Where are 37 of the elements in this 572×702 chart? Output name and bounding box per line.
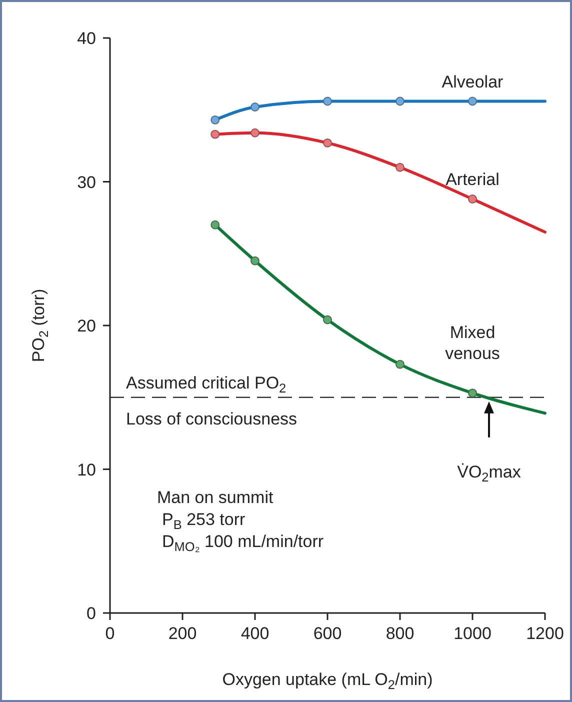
- annotation: D$_{MO₂}$ 100 mL/min/torr: [162, 532, 324, 554]
- x-tick-label: 600: [313, 624, 342, 643]
- point: [468, 96, 477, 106]
- y-tick-label: 10: [77, 460, 96, 480]
- y-tick-label: 0: [86, 604, 96, 623]
- x-tick-label: 400: [240, 624, 270, 643]
- series-label: Arterial: [446, 170, 500, 189]
- y-tick-label: 40: [77, 29, 96, 48]
- x-tick-label: 1000: [454, 624, 492, 643]
- point: [250, 256, 260, 266]
- annotation: P$_{B}$ 253 torr: [162, 510, 246, 532]
- point: [210, 220, 220, 230]
- ref-line-label: Assumed critical PO$_{2}$: [126, 373, 286, 396]
- point: [396, 360, 404, 369]
- point: [396, 96, 404, 106]
- y-tick-label: 30: [77, 172, 96, 192]
- y-tick-label: 20: [77, 316, 96, 336]
- point: [323, 315, 332, 324]
- x-tick-label: 1200: [526, 624, 564, 643]
- point: [468, 388, 477, 398]
- point: [250, 102, 260, 112]
- series-label: Mixed venous: [445, 323, 500, 364]
- x-axis-title: Oxygen uptake (mL O$_{2}$/min): [222, 670, 433, 692]
- point: [396, 162, 404, 172]
- series-label: Alveolar: [442, 72, 504, 92]
- point: [468, 194, 477, 204]
- annotation: Man on summit: [157, 488, 274, 507]
- annotation: Loss of consciousness: [126, 409, 298, 428]
- point: [210, 115, 220, 124]
- annotation: V̇O$_{2}$max: [457, 462, 522, 484]
- point: [323, 96, 332, 106]
- x-tick-label: 800: [386, 624, 414, 643]
- x-tick-label: 200: [168, 624, 197, 643]
- point: [210, 130, 220, 139]
- point: [250, 128, 260, 138]
- x-tick-label: 0: [105, 624, 115, 643]
- point: [323, 138, 332, 148]
